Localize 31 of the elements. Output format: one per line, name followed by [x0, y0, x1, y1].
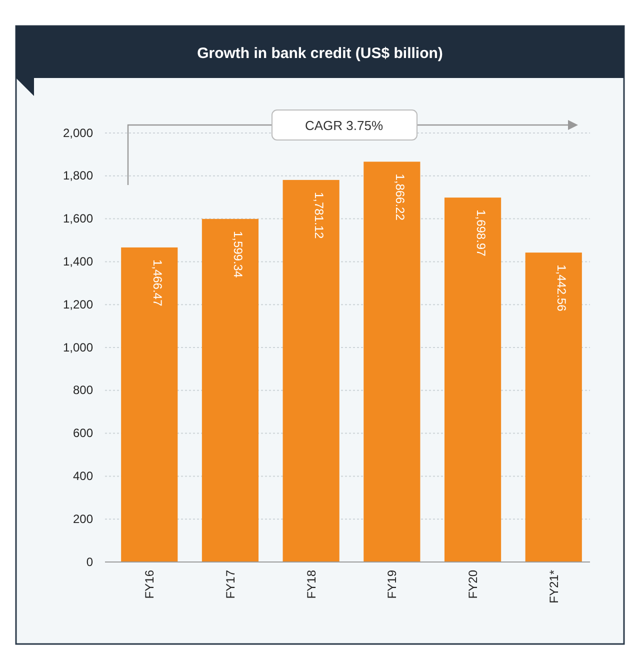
chart-title: Growth in bank credit (US$ billion) [197, 45, 443, 62]
y-tick-label: 200 [72, 512, 94, 526]
bar [364, 162, 420, 562]
bar [444, 198, 502, 562]
x-tick-label: FY16 [142, 570, 157, 599]
y-tick-label: 1,200 [62, 297, 94, 312]
data-label: 1,698.97 [474, 210, 488, 257]
y-tick-label: 600 [72, 426, 94, 440]
bar [121, 247, 178, 562]
x-tick-label: FY20 [466, 570, 480, 599]
data-label: 1,442.56 [554, 264, 569, 312]
y-tick-label: 800 [72, 383, 94, 398]
y-tick-label: 0 [86, 554, 94, 569]
y-tick-label: 400 [72, 469, 94, 484]
y-tick-label: 1,600 [62, 212, 94, 226]
x-tick-label: FY17 [223, 570, 238, 599]
y-tick-label: 1,400 [62, 254, 94, 269]
data-label: 1,466.47 [150, 259, 164, 306]
x-tick-label: FY18 [304, 570, 318, 599]
bar [525, 252, 582, 562]
y-tick-label: 1,800 [62, 168, 94, 183]
bar [202, 218, 259, 562]
data-label: 1,866.22 [392, 174, 407, 221]
x-tick-label: FY21* [546, 570, 561, 604]
data-label: 1,599.34 [231, 230, 246, 278]
annotation: CAGR 3.75% [304, 118, 384, 133]
y-tick-label: 2,000 [62, 126, 94, 140]
x-tick-label: FY19 [385, 570, 400, 599]
y-tick-label: 1,000 [62, 340, 94, 354]
bar [282, 180, 340, 562]
data-label: 1,781.12 [312, 192, 326, 239]
